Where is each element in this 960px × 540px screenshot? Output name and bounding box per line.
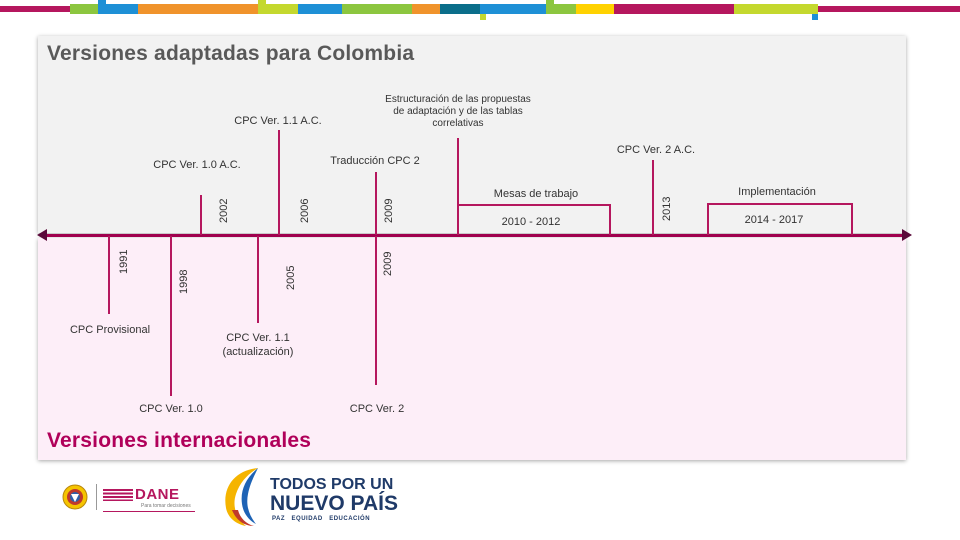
range-bracket-implementacion: [707, 203, 853, 235]
dane-logo-mark-icon: [103, 489, 133, 501]
timeline-arrow-right-icon: [902, 229, 912, 241]
event-year-2002: 2002: [218, 198, 230, 223]
event-line-estructuracion: [457, 138, 459, 235]
dane-logo-text: DANE: [135, 486, 180, 503]
colombia-versions-panel: [38, 36, 906, 233]
event-line-1991: [108, 236, 110, 314]
todos-por-un-nuevo-pais-logo-icon: [225, 468, 258, 526]
event-year-1998: 1998: [178, 269, 190, 294]
range-period-2014-2017: 2014 - 2017: [744, 214, 804, 226]
international-versions-panel: [38, 238, 906, 460]
range-bracket-mesas-de-trabajo: [457, 204, 611, 235]
colombia-versions-title: Versiones adaptadas para Colombia: [47, 42, 415, 65]
gov-slogan-line2: NUEVO PAÍS: [270, 492, 398, 515]
timeline-arrow-left-icon: [37, 229, 47, 241]
gov-slogan-line1: TODOS POR UN: [270, 476, 394, 493]
event-year-2013: 2013: [661, 196, 673, 221]
event-line-2005: [257, 236, 259, 323]
event-year-2005: 2005: [285, 265, 297, 290]
event-year-2006: 2006: [299, 198, 311, 223]
event-year-2009-top: 2009: [383, 198, 395, 223]
event-label-estructuracion: Estructuración de las propuestas de adap…: [385, 94, 531, 129]
event-line-2002: [200, 195, 202, 235]
international-versions-title: Versiones internacionales: [47, 429, 312, 452]
event-line-2009-top: [375, 172, 377, 235]
event-line-1998: [170, 236, 172, 396]
top-color-bar: [0, 0, 960, 22]
dane-tagline: Para tomar decisiones: [141, 503, 191, 509]
event-label-cpc-1-1-ac: CPC Ver. 1.1 A.C.: [234, 115, 322, 127]
event-label-traduccion-cpc-2: Traducción CPC 2: [330, 155, 420, 167]
event-year-2009-bottom: 2009: [382, 251, 394, 276]
range-title-mesas-de-trabajo: Mesas de trabajo: [493, 188, 579, 200]
event-line-2006: [278, 130, 280, 235]
range-title-implementacion: Implementación: [738, 186, 816, 198]
dane-logo: DANE Para tomar decisiones: [103, 486, 195, 512]
event-label-cpc-2-ac: CPC Ver. 2 A.C.: [616, 144, 696, 156]
range-period-2010-2012: 2010 - 2012: [501, 216, 561, 228]
event-year-1991: 1991: [118, 249, 130, 274]
event-label-cpc-1-1-actualizacion: CPC Ver. 1.1 (actualización): [222, 332, 294, 358]
event-label-cpc-provisional: CPC Provisional: [69, 324, 151, 336]
gov-tagline: PAZ EQUIDAD EDUCACIÓN: [272, 516, 371, 522]
timeline-axis: [44, 234, 906, 237]
event-line-2009-bottom: [375, 236, 377, 385]
event-line-2013: [652, 160, 654, 235]
event-label-cpc-1-0-ac: CPC Ver. 1.0 A.C.: [153, 159, 241, 171]
footer-divider: [96, 484, 97, 510]
coat-of-arms-icon: [62, 484, 88, 510]
event-label-cpc-2: CPC Ver. 2: [349, 403, 405, 415]
event-label-cpc-1-0: CPC Ver. 1.0: [139, 403, 203, 415]
footer: DANE Para tomar decisiones TODOS POR UN …: [0, 462, 960, 540]
